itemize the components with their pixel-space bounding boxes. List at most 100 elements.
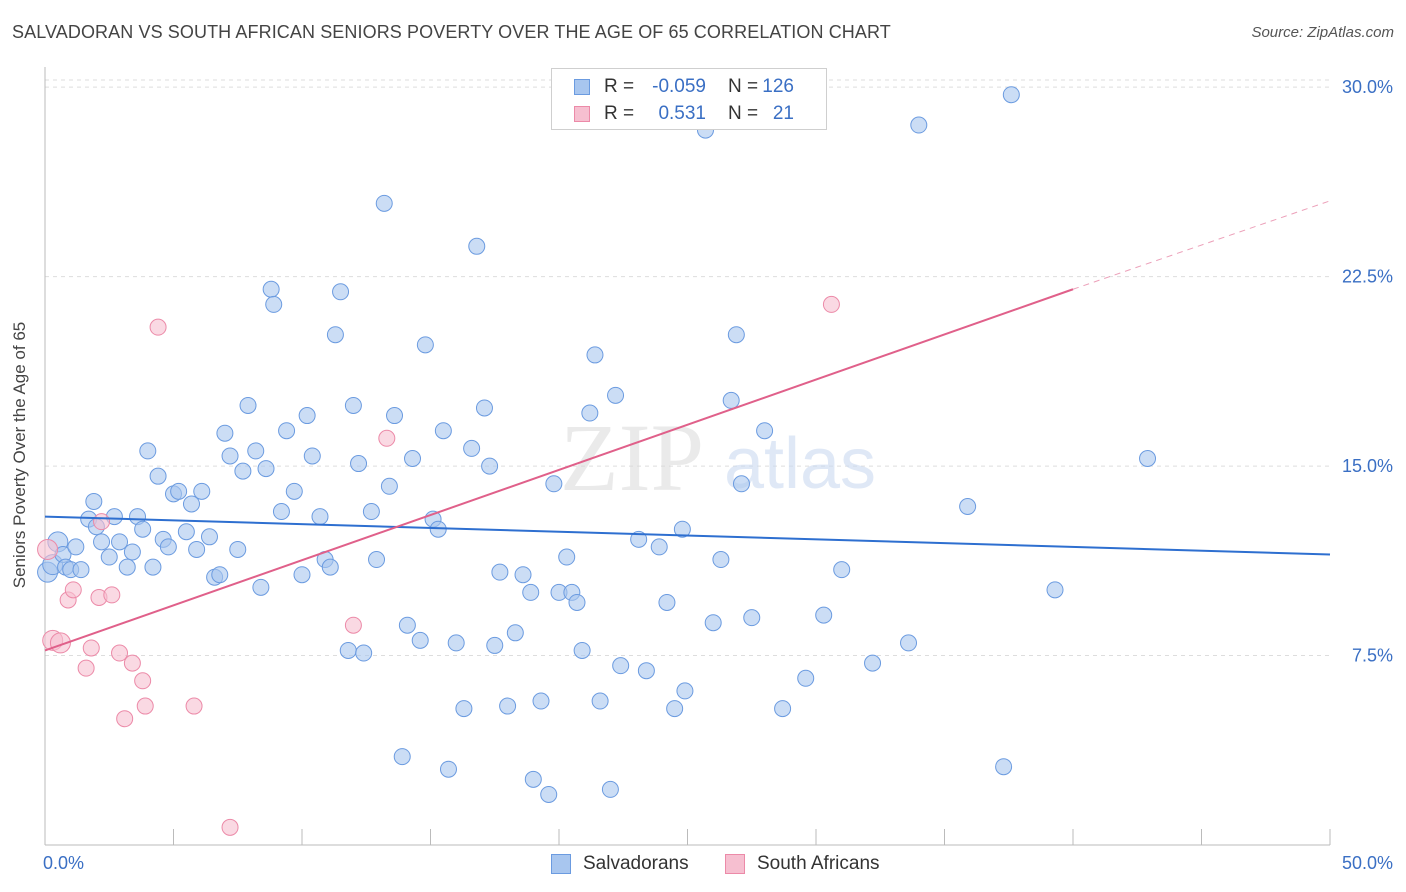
south-africans-point-11 <box>116 710 134 728</box>
salvadorans-point-45 <box>285 482 303 500</box>
salvadorans-point-35 <box>229 540 247 558</box>
salvadorans-point-77 <box>481 457 499 475</box>
chart-title: SALVADORAN VS SOUTH AFRICAN SENIORS POVE… <box>12 22 891 42</box>
bottom-legend-salvadorans: Salvadorans <box>551 852 689 876</box>
salvadorans-point-16 <box>123 543 141 561</box>
south-africans-points <box>37 295 840 836</box>
salvadorans-point-87 <box>545 475 563 493</box>
legend-swatch-pink <box>574 106 590 122</box>
south-africans-trend-extension <box>1072 200 1331 290</box>
legend-n-label: N = <box>728 76 759 97</box>
south-africans-point-0 <box>37 538 59 560</box>
south-africans-point-5 <box>77 659 95 677</box>
salvadorans-point-92 <box>573 641 591 659</box>
legend-n-label: N = <box>728 103 759 124</box>
salvadorans-point-81 <box>506 624 524 642</box>
salvadorans-point-41 <box>262 280 280 298</box>
salvadorans-point-91 <box>568 593 586 611</box>
salvadorans-point-9 <box>85 492 103 510</box>
salvadorans-point-57 <box>355 644 373 662</box>
south-africans-point-13 <box>134 672 152 690</box>
salvadorans-point-11 <box>93 533 111 551</box>
salvadorans-point-116 <box>815 606 833 624</box>
y-tick-label-0: 7.5% <box>1352 646 1393 666</box>
salvadorans-point-52 <box>326 326 344 344</box>
salvadorans-point-15 <box>118 558 136 576</box>
salvadorans-point-58 <box>362 503 380 521</box>
salvadorans-point-14 <box>111 533 129 551</box>
salvadorans-point-42 <box>265 295 283 313</box>
salvadorans-point-107 <box>704 614 722 632</box>
x-tick-label-0: 0.0% <box>43 853 84 873</box>
salvadorans-point-60 <box>375 194 393 212</box>
legend-row-south-africans: R = 0.531 N = 21 <box>574 102 794 126</box>
salvadorans-point-98 <box>612 657 630 675</box>
salvadorans-point-28 <box>188 540 206 558</box>
salvadorans-point-29 <box>193 482 211 500</box>
salvadorans-point-59 <box>368 551 386 569</box>
watermark: ZIP atlas <box>560 404 876 511</box>
salvadorans-point-32 <box>211 566 229 584</box>
bottom-legend-swatch-blue <box>551 854 571 874</box>
salvadorans-point-46 <box>293 566 311 584</box>
legend-n-value: 21 <box>772 103 794 124</box>
salvadorans-point-100 <box>637 662 655 680</box>
salvadorans-point-94 <box>586 346 604 364</box>
salvadorans-point-40 <box>257 460 275 478</box>
salvadorans-point-67 <box>416 336 434 354</box>
salvadorans-point-26 <box>177 523 195 541</box>
salvadorans-point-103 <box>666 700 684 718</box>
bottom-legend-label: South Africans <box>757 853 880 874</box>
salvadorans-point-7 <box>72 561 90 579</box>
south-africans-point-6 <box>82 639 100 657</box>
salvadorans-point-33 <box>216 424 234 442</box>
salvadorans-point-25 <box>170 482 188 500</box>
south-africans-point-4 <box>64 581 82 599</box>
salvadorans-point-66 <box>411 631 429 649</box>
salvadorans-point-61 <box>380 477 398 495</box>
legend-r-value: 0.531 <box>658 103 706 124</box>
salvadorans-point-119 <box>900 634 918 652</box>
salvadorans-point-114 <box>774 700 792 718</box>
salvadorans-point-95 <box>591 692 609 710</box>
axes <box>44 67 1331 846</box>
salvadorans-point-76 <box>475 399 493 417</box>
salvadorans-point-39 <box>252 578 270 596</box>
salvadorans-point-75 <box>468 237 486 255</box>
salvadorans-point-21 <box>149 467 167 485</box>
south-africans-point-16 <box>185 697 203 715</box>
correlation-legend: R = -0.059 N = 126 R = 0.531 N = 21 <box>551 68 827 130</box>
south-africans-point-19 <box>378 429 396 447</box>
south-africans-point-17 <box>221 818 239 836</box>
salvadorans-point-48 <box>303 447 321 465</box>
salvadorans-point-49 <box>311 508 329 526</box>
legend-r-label: R = <box>604 76 635 97</box>
x-tick-label-1: 50.0% <box>1342 853 1393 873</box>
salvadorans-point-105 <box>676 682 694 700</box>
salvadorans-point-64 <box>398 616 416 634</box>
salvadorans-point-62 <box>386 407 404 425</box>
salvadorans-points <box>37 86 1157 803</box>
salvadorans-point-83 <box>522 583 540 601</box>
salvadorans-point-121 <box>959 497 977 515</box>
salvadorans-point-124 <box>1046 581 1064 599</box>
salvadorans-point-27 <box>182 495 200 513</box>
south-africans-point-14 <box>136 697 154 715</box>
salvadorans-point-72 <box>447 634 465 652</box>
south-africans-point-15 <box>149 318 167 336</box>
salvadorans-point-110 <box>727 326 745 344</box>
salvadorans-point-65 <box>404 450 422 467</box>
grid <box>45 79 1330 657</box>
salvadorans-point-80 <box>499 697 517 715</box>
legend-swatch-blue <box>574 79 590 95</box>
south-africans-point-9 <box>103 586 121 604</box>
salvadorans-point-118 <box>864 654 882 672</box>
south-africans-trend-line <box>44 288 1074 652</box>
salvadorans-point-85 <box>532 692 550 710</box>
salvadorans-point-51 <box>321 558 339 576</box>
salvadorans-point-115 <box>797 669 815 687</box>
trend-lines <box>44 200 1331 652</box>
tick-labels: 7.5% 15.0% 22.5% 30.0% 0.0% 50.0% <box>43 77 1393 873</box>
salvadorans-point-125 <box>1139 450 1157 467</box>
salvadorans-point-38 <box>247 442 265 460</box>
